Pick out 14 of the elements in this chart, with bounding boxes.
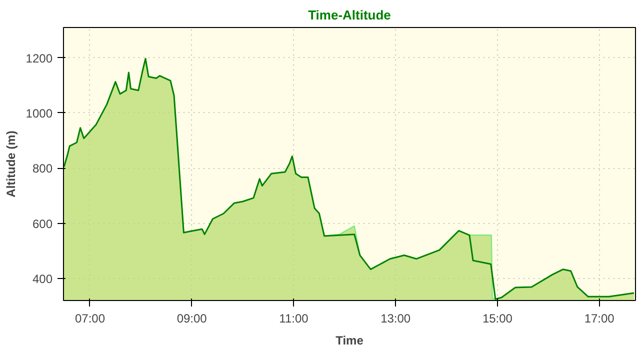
x-tick-label: 07:00: [74, 312, 106, 326]
y-axis-title: Altitude (m): [4, 130, 18, 198]
y-tick-label: 1000: [26, 106, 53, 120]
x-tick-label: 13:00: [380, 312, 411, 326]
x-tick-label: 15:00: [482, 312, 513, 326]
x-tick-label: 11:00: [279, 312, 309, 326]
x-tick-label: 09:00: [176, 312, 208, 326]
x-axis-title: Time: [336, 334, 364, 348]
x-tick-label: 17:00: [584, 312, 615, 326]
y-tick-label: 600: [32, 216, 53, 231]
y-tick-label: 1200: [26, 51, 53, 66]
chart-title: Time-Altitude: [308, 8, 391, 22]
y-tick-label: 800: [32, 162, 53, 176]
y-tick-label: 400: [32, 272, 53, 286]
